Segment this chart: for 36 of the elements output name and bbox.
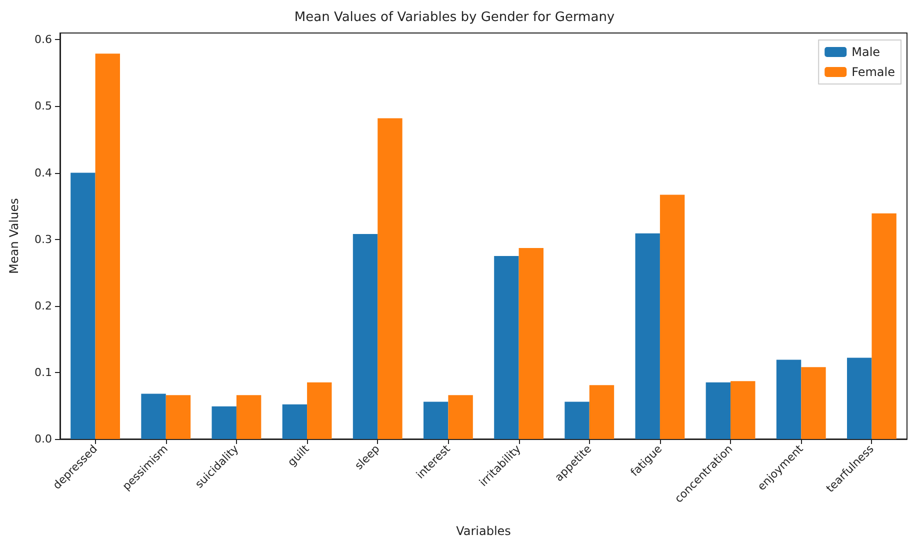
bar (95, 54, 120, 439)
bar (518, 248, 544, 439)
y-tick-label: 0.2 (34, 299, 52, 312)
bar (424, 402, 448, 439)
bar (141, 394, 166, 439)
x-axis-title: Variables (456, 524, 511, 538)
y-tick-label: 0.4 (34, 166, 52, 180)
bar (236, 395, 262, 439)
legend-label: Female (852, 65, 895, 79)
bar (378, 118, 402, 439)
y-tick-label: 0.0 (34, 432, 52, 446)
bar (212, 406, 236, 439)
y-tick-label: 0.1 (34, 366, 52, 379)
bar (706, 382, 731, 439)
bar (282, 404, 308, 439)
bar (352, 234, 378, 439)
bar (166, 395, 191, 439)
bar (872, 213, 896, 439)
bar (847, 358, 872, 439)
y-tick-label: 0.6 (34, 33, 52, 46)
bar (70, 172, 96, 439)
bar (801, 367, 826, 439)
bar (635, 233, 660, 439)
chart-title: Mean Values of Variables by Gender for Germany (294, 10, 615, 25)
legend-label: Male (852, 45, 880, 59)
bar (448, 395, 473, 439)
bar (307, 382, 332, 439)
bar (494, 256, 519, 439)
bar (589, 385, 614, 439)
bar (564, 402, 590, 439)
bar (730, 381, 756, 439)
y-axis-title: Mean Values (7, 198, 21, 274)
bar (776, 360, 802, 439)
y-tick-label: 0.5 (34, 100, 52, 113)
bar (660, 194, 685, 439)
y-tick-label: 0.3 (34, 232, 52, 246)
